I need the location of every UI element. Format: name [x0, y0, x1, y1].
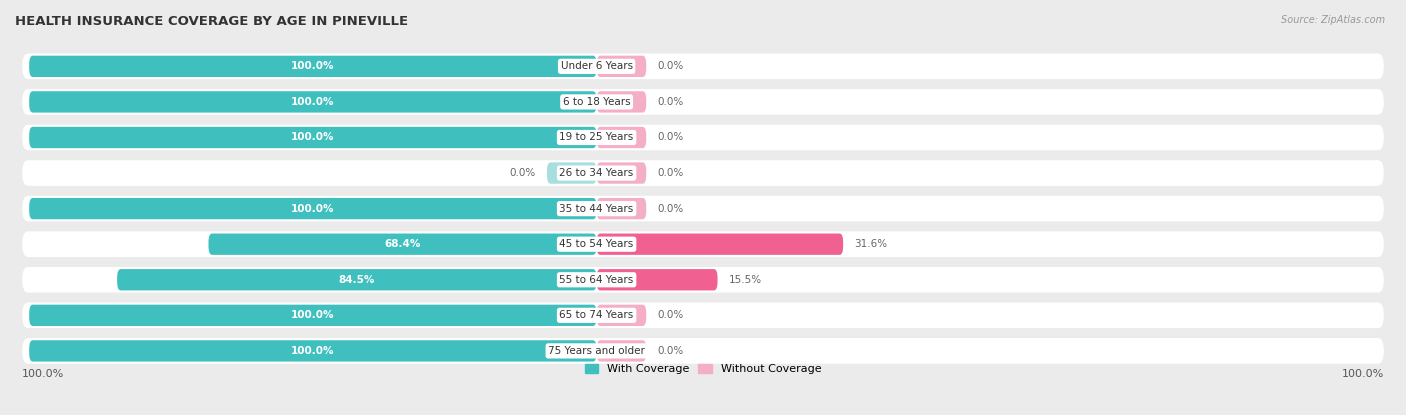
Text: 84.5%: 84.5% [339, 275, 375, 285]
Text: 100.0%: 100.0% [291, 204, 335, 214]
Text: 0.0%: 0.0% [658, 97, 683, 107]
FancyBboxPatch shape [22, 338, 1384, 364]
Text: 75 Years and older: 75 Years and older [548, 346, 645, 356]
Text: 0.0%: 0.0% [658, 168, 683, 178]
FancyBboxPatch shape [22, 89, 1384, 115]
Text: Source: ZipAtlas.com: Source: ZipAtlas.com [1281, 15, 1385, 24]
FancyBboxPatch shape [22, 160, 1384, 186]
FancyBboxPatch shape [22, 54, 1384, 79]
Text: 100.0%: 100.0% [291, 97, 335, 107]
FancyBboxPatch shape [30, 127, 596, 148]
Text: 6 to 18 Years: 6 to 18 Years [562, 97, 630, 107]
FancyBboxPatch shape [547, 162, 596, 184]
Text: 31.6%: 31.6% [855, 239, 887, 249]
FancyBboxPatch shape [596, 234, 844, 255]
Legend: With Coverage, Without Coverage: With Coverage, Without Coverage [581, 360, 825, 379]
FancyBboxPatch shape [596, 127, 647, 148]
Text: 19 to 25 Years: 19 to 25 Years [560, 132, 634, 142]
Text: HEALTH INSURANCE COVERAGE BY AGE IN PINEVILLE: HEALTH INSURANCE COVERAGE BY AGE IN PINE… [15, 15, 408, 28]
FancyBboxPatch shape [30, 91, 596, 112]
Text: 0.0%: 0.0% [509, 168, 536, 178]
Text: 100.0%: 100.0% [291, 310, 335, 320]
FancyBboxPatch shape [30, 56, 596, 77]
Text: 0.0%: 0.0% [658, 61, 683, 71]
Text: 55 to 64 Years: 55 to 64 Years [560, 275, 634, 285]
Text: 100.0%: 100.0% [291, 346, 335, 356]
FancyBboxPatch shape [30, 305, 596, 326]
FancyBboxPatch shape [596, 91, 647, 112]
Text: 0.0%: 0.0% [658, 310, 683, 320]
FancyBboxPatch shape [22, 196, 1384, 222]
FancyBboxPatch shape [22, 232, 1384, 257]
FancyBboxPatch shape [596, 305, 647, 326]
FancyBboxPatch shape [22, 267, 1384, 293]
FancyBboxPatch shape [596, 162, 647, 184]
Text: 100.0%: 100.0% [291, 61, 335, 71]
Text: 100.0%: 100.0% [22, 369, 65, 379]
Text: 65 to 74 Years: 65 to 74 Years [560, 310, 634, 320]
FancyBboxPatch shape [596, 198, 647, 219]
FancyBboxPatch shape [22, 124, 1384, 150]
Text: 0.0%: 0.0% [658, 346, 683, 356]
Text: 0.0%: 0.0% [658, 132, 683, 142]
FancyBboxPatch shape [30, 340, 596, 361]
Text: 0.0%: 0.0% [658, 204, 683, 214]
Text: 15.5%: 15.5% [728, 275, 762, 285]
Text: 26 to 34 Years: 26 to 34 Years [560, 168, 634, 178]
Text: 68.4%: 68.4% [384, 239, 420, 249]
FancyBboxPatch shape [117, 269, 596, 290]
FancyBboxPatch shape [22, 303, 1384, 328]
FancyBboxPatch shape [208, 234, 596, 255]
Text: 35 to 44 Years: 35 to 44 Years [560, 204, 634, 214]
FancyBboxPatch shape [30, 198, 596, 219]
Text: 100.0%: 100.0% [1341, 369, 1384, 379]
FancyBboxPatch shape [596, 269, 717, 290]
FancyBboxPatch shape [596, 340, 647, 361]
FancyBboxPatch shape [596, 56, 647, 77]
Text: 100.0%: 100.0% [291, 132, 335, 142]
Text: 45 to 54 Years: 45 to 54 Years [560, 239, 634, 249]
Text: Under 6 Years: Under 6 Years [561, 61, 633, 71]
